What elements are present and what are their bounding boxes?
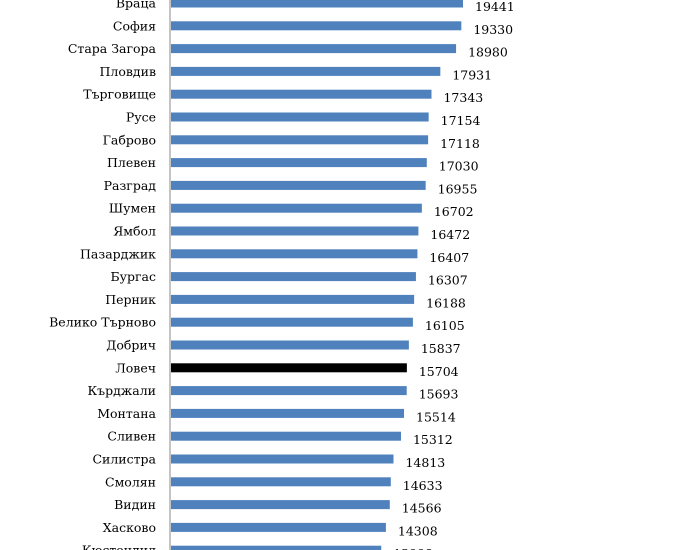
value-label: 15312 bbox=[413, 432, 453, 447]
value-label: 17030 bbox=[439, 159, 479, 174]
value-label: 15514 bbox=[416, 409, 456, 424]
bar-2 bbox=[171, 21, 462, 31]
value-label: 16105 bbox=[425, 318, 465, 333]
value-label: 15837 bbox=[421, 341, 461, 356]
category-label: Русе bbox=[126, 110, 156, 125]
category-label: Габрово bbox=[103, 132, 156, 147]
bar-20 bbox=[171, 431, 401, 441]
category-label: Стара Загора bbox=[68, 41, 157, 56]
value-label: 17931 bbox=[452, 67, 492, 82]
value-label: 15704 bbox=[419, 364, 459, 379]
category-label: Видин bbox=[114, 497, 156, 512]
bar-10 bbox=[171, 203, 422, 213]
category-label: Ямбол bbox=[113, 224, 156, 239]
value-label: 16307 bbox=[428, 273, 468, 288]
value-label: 19330 bbox=[473, 22, 513, 37]
category-label: Кюстендил bbox=[82, 543, 156, 550]
value-label: 14633 bbox=[403, 478, 443, 493]
bar-11 bbox=[171, 226, 419, 236]
bar-8 bbox=[171, 158, 427, 168]
bar-16 bbox=[171, 340, 409, 350]
value-label: 17118 bbox=[440, 136, 480, 151]
value-label: 16702 bbox=[434, 204, 474, 219]
category-label: София bbox=[113, 18, 156, 33]
bar-13 bbox=[171, 272, 416, 282]
category-label: Сливен bbox=[107, 429, 156, 444]
category-label: Разград bbox=[104, 178, 157, 193]
category-label: Велико Търново bbox=[49, 315, 156, 330]
bar-5 bbox=[171, 89, 432, 99]
category-label: Бургас bbox=[110, 269, 156, 284]
bar-4 bbox=[171, 66, 441, 76]
bar-6 bbox=[171, 112, 429, 122]
value-label: 16188 bbox=[426, 295, 466, 310]
bar-17 bbox=[171, 363, 407, 373]
value-label: 16472 bbox=[430, 227, 470, 242]
bar-12 bbox=[171, 249, 418, 259]
value-label: 14813 bbox=[405, 455, 445, 470]
value-label: 19441 bbox=[475, 0, 515, 14]
bar-3 bbox=[171, 44, 457, 54]
bar-1 bbox=[171, 0, 463, 8]
value-label: 13998 bbox=[393, 546, 433, 550]
value-label: 18980 bbox=[468, 45, 508, 60]
bar-19 bbox=[171, 408, 405, 418]
bar-15 bbox=[171, 317, 413, 327]
bar-14 bbox=[171, 294, 415, 304]
category-label: Търговище bbox=[83, 87, 156, 102]
category-label: Монтана bbox=[97, 406, 156, 421]
category-label: Плевен bbox=[107, 155, 156, 170]
category-label: Пазарджик bbox=[80, 246, 156, 261]
category-label: Шумен bbox=[109, 201, 156, 216]
bar-18 bbox=[171, 386, 407, 396]
category-label: Смолян bbox=[105, 474, 156, 489]
bar-25 bbox=[171, 545, 382, 550]
value-label: 17343 bbox=[443, 90, 483, 105]
value-label: 17154 bbox=[441, 113, 481, 128]
category-label: Кърджали bbox=[87, 383, 156, 398]
category-label: Ловеч bbox=[115, 360, 156, 375]
category-label: Хасково bbox=[103, 520, 156, 535]
bar-22 bbox=[171, 477, 391, 487]
bar-23 bbox=[171, 500, 390, 510]
value-label: 16407 bbox=[429, 250, 469, 265]
category-label: Силистра bbox=[92, 452, 156, 467]
value-label: 14566 bbox=[402, 501, 442, 516]
bar-7 bbox=[171, 135, 429, 145]
value-label: 16955 bbox=[438, 181, 478, 196]
category-label: Перник bbox=[105, 292, 156, 307]
value-label: 15693 bbox=[419, 387, 459, 402]
category-label: Враца bbox=[116, 0, 157, 11]
bars-group: Враца 19441 София 19330 Стара Загора 18980 Пло… bbox=[49, 0, 515, 550]
category-label: Добрич bbox=[106, 338, 156, 353]
bar-21 bbox=[171, 454, 394, 464]
bar-9 bbox=[171, 180, 426, 190]
bar-24 bbox=[171, 522, 386, 532]
category-label: Пловдив bbox=[100, 64, 156, 79]
value-label: 14308 bbox=[398, 523, 438, 538]
